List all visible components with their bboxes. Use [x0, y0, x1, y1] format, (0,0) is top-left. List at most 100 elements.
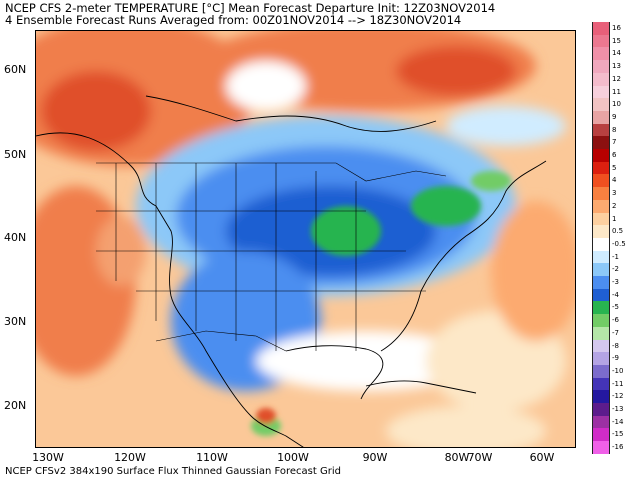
lon-label-100w: 100W [277, 451, 309, 464]
colorbar-swatch [592, 276, 610, 290]
lat-label-20n: 20N [4, 399, 27, 412]
colorbar-label: 11 [612, 87, 621, 96]
colorbar-swatch [592, 34, 610, 48]
colorbar-label: 7 [612, 138, 617, 147]
colorbar-swatch [592, 187, 610, 201]
colorbar-swatch [592, 110, 610, 125]
colorbar-label: 13 [612, 62, 621, 71]
colorbar-swatch [592, 314, 610, 328]
colorbar-swatch [592, 352, 610, 366]
colorbar-label: 6 [612, 151, 617, 159]
map-title-line-1: NCEP CFS 2-meter TEMPERATURE [°C] Mean F… [5, 1, 496, 15]
lat-label-50n: 50N [4, 148, 27, 161]
colorbar-label: 5 [612, 163, 617, 172]
colorbar-label: -4 [612, 290, 619, 299]
colorbar-label: 1 [612, 214, 617, 223]
temperature-anomaly-map [35, 30, 576, 448]
colorbar-label: -12 [612, 392, 624, 401]
colorbar-swatch [592, 60, 610, 74]
east-coastline [380, 160, 547, 352]
lon-label-80w: 80W [444, 451, 470, 464]
colorbar-swatch [592, 85, 610, 99]
colorbar-swatch [592, 390, 610, 404]
map-title-line-2: 4 Ensemble Forecast Runs Averaged from: … [5, 13, 462, 27]
us-mexico-border [155, 330, 287, 352]
lon-label-120w: 120W [114, 451, 146, 464]
colorbar-label: -14 [612, 417, 624, 426]
neutral-area-2 [446, 106, 566, 146]
cold-core-quebec [471, 171, 511, 191]
colorbar-label: -2 [612, 265, 619, 274]
colorbar-label: 0.5 [612, 227, 624, 236]
colorbar-swatch [592, 72, 610, 86]
colorbar-label: -8 [612, 341, 619, 350]
colorbar-swatch [592, 98, 610, 112]
political-boundaries [96, 162, 447, 352]
lon-label-130w: 130W [32, 451, 64, 464]
colorbar-label: 10 [612, 100, 621, 109]
colorbar-swatch [592, 441, 610, 455]
west-coastline [36, 132, 304, 447]
colorbar-label: 4 [612, 176, 617, 185]
colorbar-label: 12 [612, 74, 621, 83]
lon-label-90w: 90W [362, 451, 388, 464]
colorbar-label: 8 [612, 125, 617, 134]
colorbar-swatch [592, 161, 610, 175]
colorbar-label: -6 [612, 316, 619, 325]
colorbar-label: -7 [612, 328, 619, 337]
colorbar-swatch [592, 288, 610, 302]
colorbar-swatch [592, 339, 610, 353]
colorbar-label: -9 [612, 354, 619, 363]
lat-label-30n: 30N [4, 315, 27, 328]
colorbar-label: -16 [612, 443, 624, 452]
colorbar-swatch [592, 225, 610, 239]
colorbar-swatch [592, 199, 610, 213]
cuba-outline [365, 380, 477, 394]
neutral-area-1 [226, 61, 306, 111]
lat-label-40n: 40N [4, 231, 27, 244]
colorbar-label: 2 [612, 201, 617, 210]
colorbar-swatch [592, 364, 610, 379]
colorbar-label: -13 [612, 405, 624, 413]
neutral-area-gulf [256, 331, 476, 391]
colorbar-label: 16 [612, 24, 621, 32]
strong-warm-anomaly-north [396, 46, 516, 96]
colorbar-label: -5 [612, 303, 619, 312]
colorbar-swatch [592, 263, 610, 277]
cold-core-great-lakes [311, 206, 381, 256]
colorbar-label: 3 [612, 189, 617, 198]
cold-core-northeast [411, 186, 481, 226]
colorbar-swatch [592, 149, 610, 163]
colorbar-label: -11 [612, 379, 624, 388]
colorbar-swatch [592, 174, 610, 188]
color-legend: 16 15 14 13 12 11 10 9 8 7 6 5 4 3 2 1 0.5 -0.5 -1 -2 -3 -4 -5… [592, 22, 638, 455]
colorbar-label: -10 [612, 366, 624, 375]
colorbar-swatch [592, 301, 610, 315]
colorbar-label: 15 [612, 36, 621, 45]
lon-label-70w: 70W [467, 451, 493, 464]
colorbar-swatch [592, 237, 610, 252]
coastlines [36, 95, 547, 447]
colorbar-swatch [592, 415, 610, 429]
warm-anomaly-atlantic [491, 201, 575, 341]
colorbar-label: -15 [612, 430, 624, 439]
colorbar-swatch [592, 47, 610, 61]
colorbar-swatch [592, 123, 610, 137]
warm-spot-mexico [256, 408, 276, 424]
colorbar-swatch [592, 428, 610, 442]
colorbar-swatch [592, 403, 610, 417]
lon-label-110w: 110W [196, 451, 228, 464]
gulf-coastline [285, 345, 384, 400]
lon-label-60w: 60W [529, 451, 555, 464]
colorbar-label: 14 [612, 49, 621, 58]
colorbar-swatch [592, 250, 610, 264]
colorbar-swatch [592, 326, 610, 340]
strong-warm-anomaly-nw [41, 71, 151, 151]
neutral-area-caribbean [386, 406, 546, 447]
colorbar-label: -3 [612, 278, 619, 286]
us-canada-border [96, 162, 447, 182]
lat-label-60n: 60N [4, 63, 27, 76]
colorbar-swatch [592, 22, 610, 36]
map-canvas [36, 31, 575, 447]
colorbar-swatch [592, 136, 610, 150]
